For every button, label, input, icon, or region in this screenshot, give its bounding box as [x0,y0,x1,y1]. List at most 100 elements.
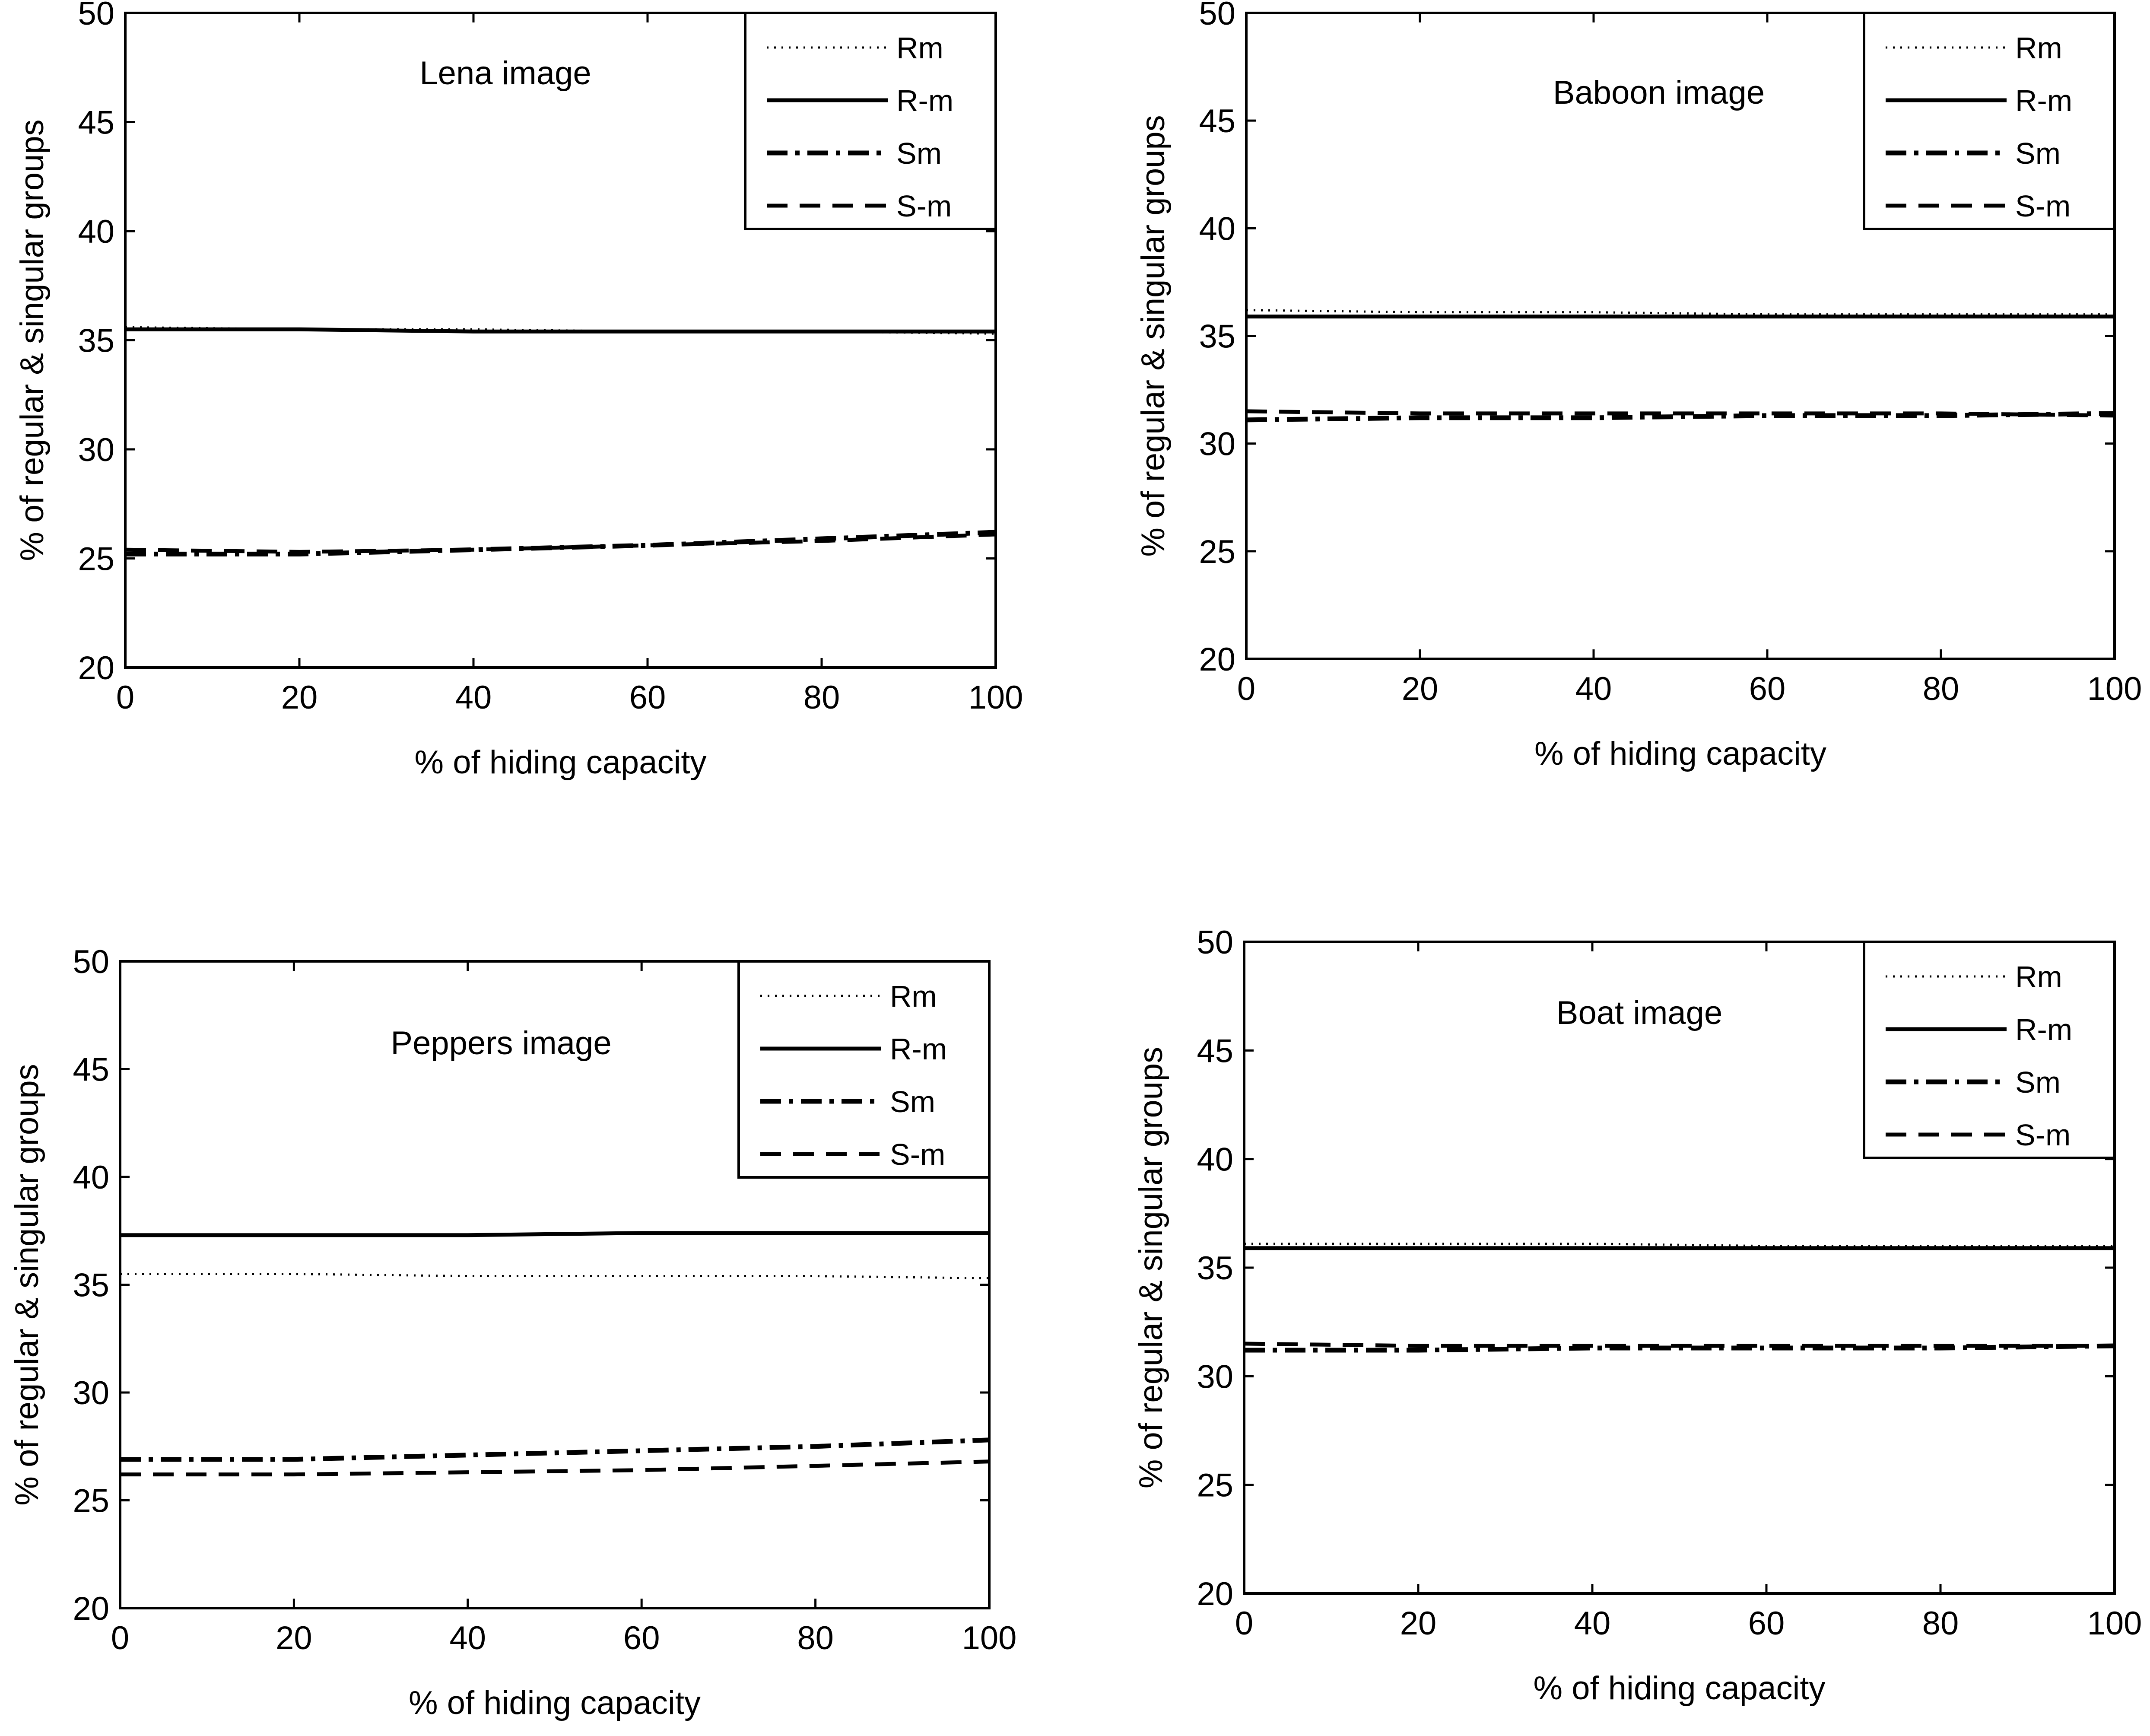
legend-label-s-m: S-m [2015,189,2071,223]
x-tick-label: 20 [1402,671,1439,707]
y-tick-label: 45 [73,1052,109,1088]
legend-label-sm: Sm [2015,137,2061,170]
legend-label-r-m: R-m [896,84,953,118]
y-tick-label: 25 [1197,1467,1233,1504]
series-rm-line [1246,309,2115,316]
legend-label-r-m: R-m [2015,1013,2072,1046]
y-tick-label: 45 [1197,1033,1233,1069]
y-tick-label: 35 [73,1267,109,1304]
series-r-m-line [120,1231,989,1237]
x-tick-label: 80 [1922,1605,1959,1642]
x-tick-label: 60 [1749,671,1786,707]
y-axis-label: % of regular & singular groups [1135,115,1172,556]
y-axis-label: % of regular & singular groups [14,119,51,561]
x-axis-label: % of hiding capacity [1534,735,1826,772]
x-axis-label: % of hiding capacity [409,1685,701,1721]
x-tick-label: 60 [623,1620,660,1657]
legend-label-rm: Rm [890,979,937,1013]
x-tick-label: 0 [116,679,134,716]
y-tick-label: 30 [1197,1358,1233,1395]
legend-label-sm: Sm [896,137,942,170]
x-tick-label: 80 [797,1620,834,1657]
legend-box [737,960,991,1179]
y-tick-label: 45 [1199,103,1235,140]
y-tick-label: 25 [73,1483,109,1520]
legend-box [1863,12,2116,230]
x-tick-label: 40 [455,679,492,716]
legend-label-sm: Sm [2015,1065,2061,1099]
y-tick-label: 40 [1197,1141,1233,1178]
y-tick-label: 20 [73,1590,109,1627]
series-s-m-line [1244,1342,2115,1348]
series-s-m-line [1246,409,2115,418]
legend-label-s-m: S-m [896,189,952,223]
legend-box [744,12,997,230]
y-tick-label: 50 [78,0,114,32]
x-axis-label: % of hiding capacity [415,744,707,781]
y-tick-label: 25 [78,541,114,578]
y-axis-label: % of regular & singular groups [1133,1047,1169,1488]
x-tick-label: 100 [2087,671,2142,707]
y-tick-label: 30 [73,1375,109,1412]
y-tick-label: 30 [1199,426,1235,463]
y-tick-label: 30 [78,432,114,468]
y-tick-label: 35 [1199,318,1235,355]
y-tick-label: 35 [78,323,114,359]
panel-title: Lena image [419,55,591,92]
panel-title: Baboon image [1553,74,1765,111]
series-sm-line [120,1437,990,1462]
legend-label-rm: Rm [2015,960,2062,994]
series-r-m-line [125,327,996,334]
x-tick-label: 20 [281,679,318,716]
y-tick-label: 20 [1199,641,1235,678]
legend-label-rm: Rm [896,31,943,65]
legend-label-r-m: R-m [890,1032,947,1066]
legend-label-r-m: R-m [2015,84,2072,118]
panel-title: Peppers image [391,1025,611,1062]
x-tick-label: 20 [276,1620,312,1657]
y-tick-label: 50 [73,944,109,980]
x-tick-label: 100 [962,1620,1017,1657]
x-tick-label: 0 [1237,671,1255,707]
x-tick-label: 0 [1235,1605,1253,1642]
series-s-m-line [120,1459,990,1477]
x-tick-label: 40 [1574,1605,1611,1642]
x-axis-label: % of hiding capacity [1534,1670,1826,1707]
series-rm-line [120,1273,990,1280]
y-tick-label: 25 [1199,534,1235,570]
y-tick-label: 20 [1197,1576,1233,1612]
legend-label-s-m: S-m [890,1138,945,1171]
x-tick-label: 40 [450,1620,486,1657]
x-tick-label: 60 [629,679,666,716]
x-tick-label: 100 [2087,1605,2142,1642]
y-tick-label: 40 [1199,210,1235,247]
y-tick-label: 35 [1197,1250,1233,1287]
panel-title: Boat image [1556,995,1722,1031]
y-axis-label: % of regular & singular groups [9,1064,45,1505]
x-tick-label: 20 [1400,1605,1437,1642]
legend-box [1863,941,2116,1159]
legend-label-rm: Rm [2015,31,2062,65]
x-tick-label: 80 [1923,671,1959,707]
series-sm-line [1244,1343,2115,1353]
y-tick-label: 40 [73,1159,109,1196]
y-tick-label: 20 [78,650,114,687]
y-tick-label: 40 [78,213,114,250]
x-tick-label: 0 [111,1620,129,1657]
y-tick-label: 45 [78,105,114,141]
x-tick-label: 60 [1748,1605,1785,1642]
series-s-m-line [125,532,996,554]
legend-label-sm: Sm [890,1085,935,1119]
x-tick-label: 100 [969,679,1023,716]
x-tick-label: 40 [1575,671,1612,707]
x-tick-label: 80 [803,679,840,716]
legend-label-s-m: S-m [2015,1118,2071,1152]
y-tick-label: 50 [1199,0,1235,32]
y-tick-label: 50 [1197,924,1233,961]
